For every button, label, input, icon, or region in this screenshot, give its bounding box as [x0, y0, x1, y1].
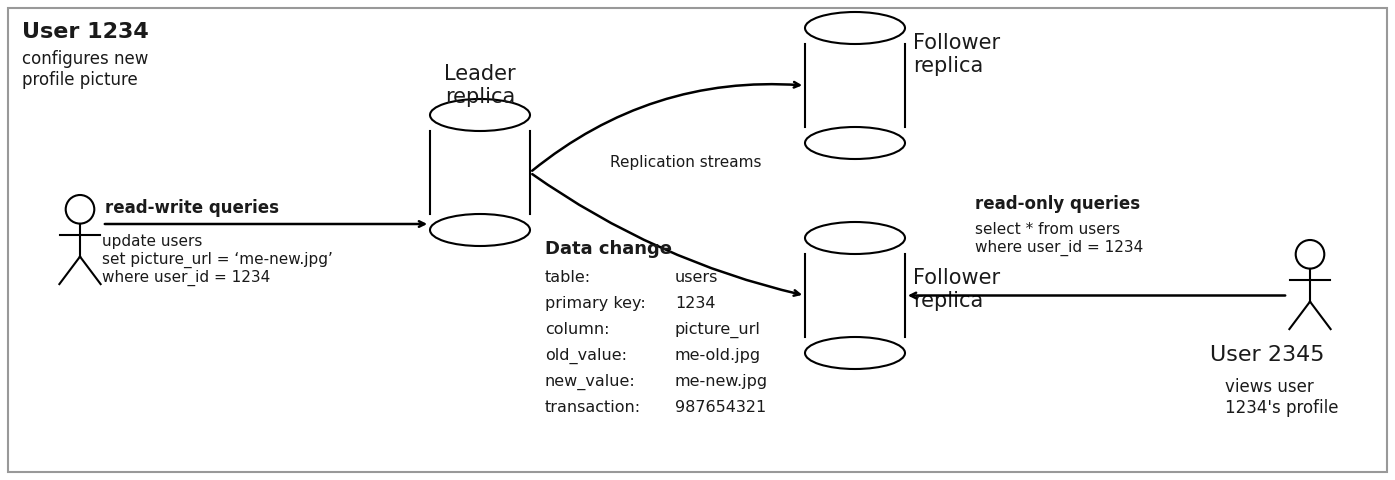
Ellipse shape — [805, 222, 905, 254]
Text: select * from users
where user_id = 1234: select * from users where user_id = 1234 — [975, 222, 1144, 256]
Text: picture_url: picture_url — [675, 322, 760, 338]
Text: configures new
profile picture: configures new profile picture — [22, 50, 148, 89]
Ellipse shape — [430, 99, 530, 131]
Ellipse shape — [430, 214, 530, 246]
Text: Follower
replica: Follower replica — [912, 268, 1000, 311]
Text: User 1234: User 1234 — [22, 22, 149, 42]
Text: read-write queries: read-write queries — [105, 199, 279, 217]
Text: column:: column: — [545, 322, 610, 337]
Text: me-old.jpg: me-old.jpg — [675, 348, 762, 363]
Text: User 2345: User 2345 — [1209, 345, 1324, 365]
Text: Follower
replica: Follower replica — [912, 33, 1000, 76]
Text: 1234: 1234 — [675, 296, 716, 311]
Text: users: users — [675, 270, 718, 285]
Text: Data change: Data change — [545, 240, 672, 258]
Text: Replication streams: Replication streams — [610, 155, 762, 170]
Text: transaction:: transaction: — [545, 400, 642, 415]
Text: Leader
replica: Leader replica — [444, 64, 516, 107]
Bar — [430, 131, 530, 214]
Text: 987654321: 987654321 — [675, 400, 766, 415]
Bar — [805, 254, 905, 337]
Text: read-only queries: read-only queries — [975, 195, 1140, 213]
Bar — [805, 44, 905, 127]
Text: me-new.jpg: me-new.jpg — [675, 374, 769, 389]
Ellipse shape — [805, 127, 905, 159]
Text: primary key:: primary key: — [545, 296, 646, 311]
Text: views user
1234's profile: views user 1234's profile — [1225, 378, 1338, 417]
Text: new_value:: new_value: — [545, 374, 636, 390]
Text: update users
set picture_url = ‘me-new.jpg’
where user_id = 1234: update users set picture_url = ‘me-new.j… — [102, 234, 333, 286]
Ellipse shape — [805, 337, 905, 369]
Ellipse shape — [805, 12, 905, 44]
Text: table:: table: — [545, 270, 591, 285]
Text: old_value:: old_value: — [545, 348, 626, 364]
